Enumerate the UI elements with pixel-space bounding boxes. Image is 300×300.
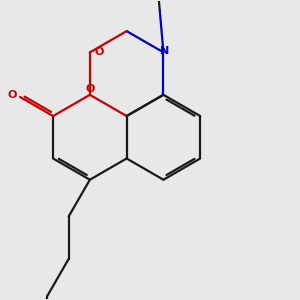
Text: O: O <box>8 90 17 100</box>
Text: O: O <box>94 47 104 57</box>
Text: O: O <box>85 84 94 94</box>
Text: N: N <box>160 46 169 56</box>
